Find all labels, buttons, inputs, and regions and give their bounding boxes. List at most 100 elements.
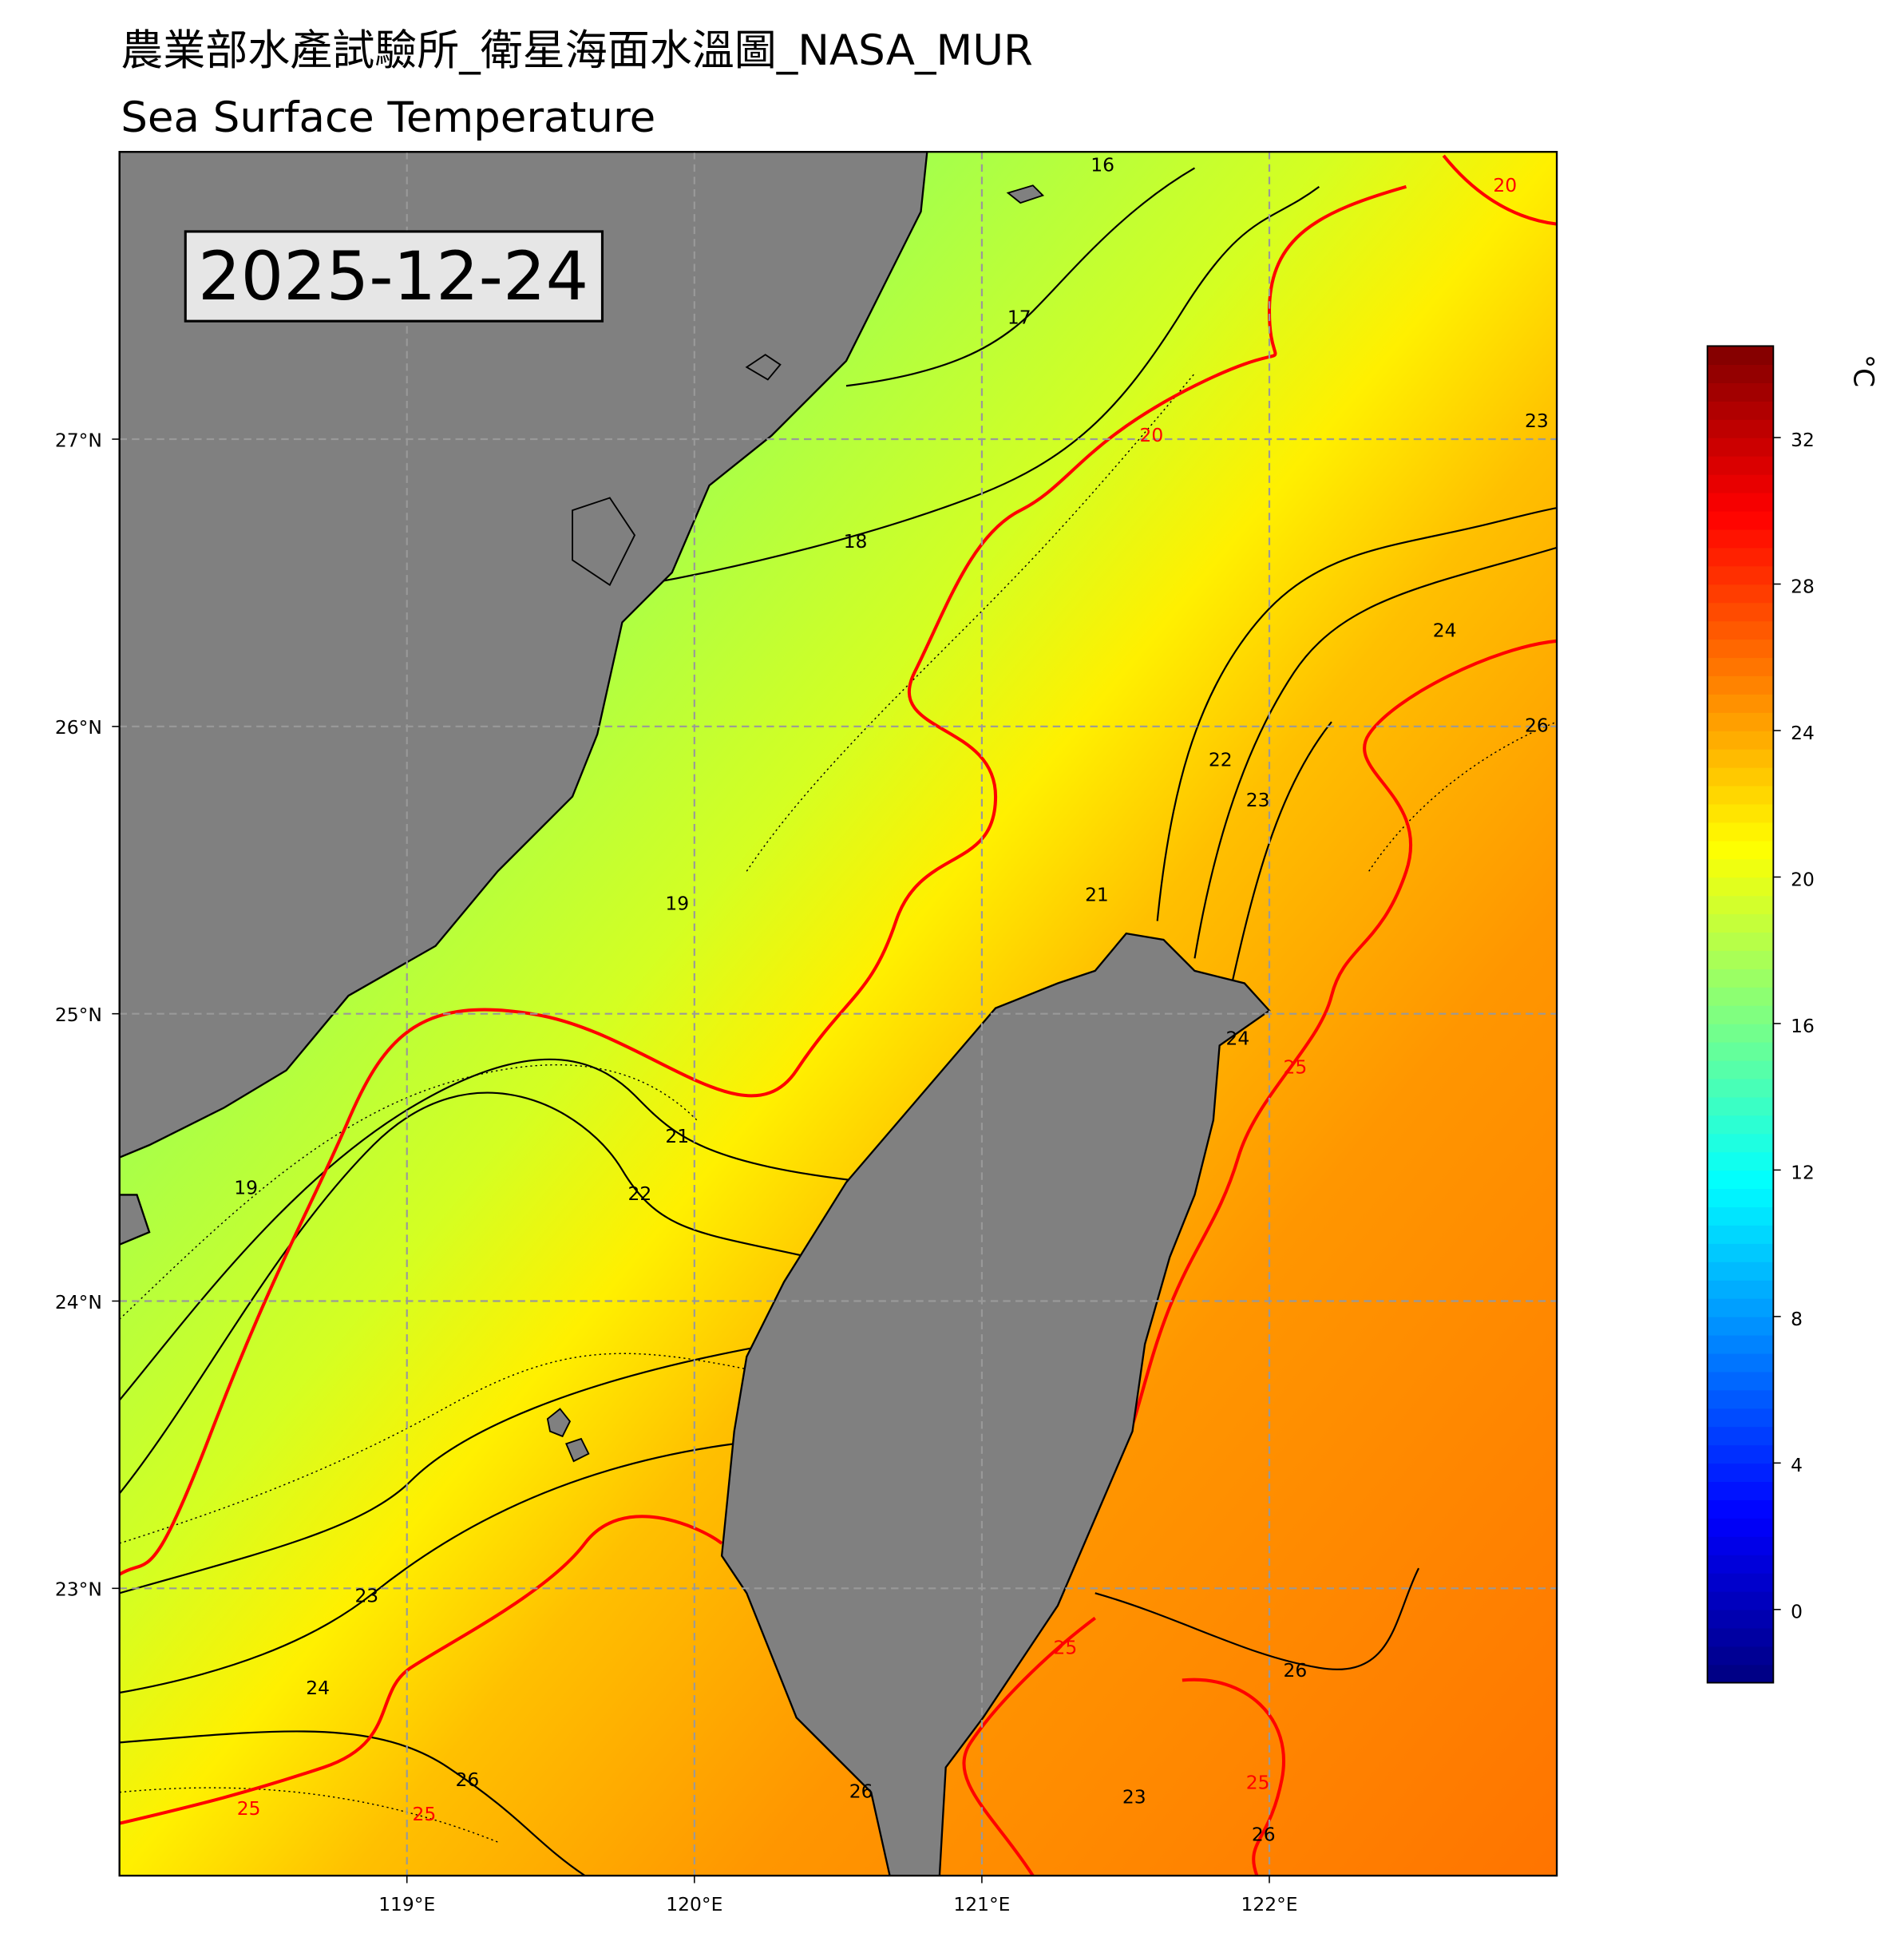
colorbar-step <box>1707 712 1774 731</box>
contour-label: 25 <box>1284 1056 1308 1079</box>
contour-label: 26 <box>849 1780 873 1802</box>
colorbar-step <box>1707 803 1774 823</box>
y-tick-label: 27°N <box>55 429 102 451</box>
subtitle: Sea Surface Temperature <box>121 93 655 142</box>
contour-label: 25 <box>237 1797 261 1820</box>
colorbar-step <box>1707 1151 1774 1171</box>
colorbar-step <box>1707 1060 1774 1079</box>
contour-label: 26 <box>1525 714 1549 736</box>
colorbar-step <box>1707 1170 1774 1190</box>
colorbar-step <box>1707 766 1774 786</box>
colorbar-step <box>1707 1004 1774 1024</box>
contour-label: 23 <box>1122 1786 1146 1808</box>
colorbar-step <box>1707 1297 1774 1317</box>
colorbar-step <box>1707 547 1774 567</box>
colorbar-step <box>1707 694 1774 713</box>
colorbar-step <box>1707 438 1774 457</box>
colorbar-step <box>1707 473 1774 493</box>
y-tick-label: 23°N <box>55 1579 102 1601</box>
contour-label: 26 <box>455 1769 479 1791</box>
colorbar-tick-label: 12 <box>1791 1161 1815 1183</box>
contour-lines <box>119 167 1558 1876</box>
colorbar-step <box>1707 1481 1774 1500</box>
contour-label: 23 <box>1525 410 1549 432</box>
contour-label: 24 <box>1226 1028 1250 1050</box>
colorbar-step <box>1707 895 1774 915</box>
date-label: 2025-12-24 <box>198 237 588 315</box>
colorbar-tick-label: 20 <box>1791 868 1815 890</box>
colorbar-step <box>1707 1041 1774 1061</box>
colorbar-step <box>1707 1609 1774 1629</box>
colorbar-step <box>1707 1389 1774 1409</box>
minor-contours <box>119 373 1558 1843</box>
colorbar-tick-label: 0 <box>1791 1601 1803 1623</box>
contour-label: 17 <box>1007 306 1031 328</box>
contour-label: 25 <box>1053 1636 1077 1658</box>
colorbar-step <box>1707 840 1774 860</box>
grid <box>112 152 1558 1884</box>
x-tick-label: 119°E <box>378 1893 435 1915</box>
major-contours <box>119 154 1558 1876</box>
y-tick-label: 25°N <box>55 1004 102 1026</box>
contour-label: 19 <box>234 1177 258 1199</box>
colorbar-step <box>1707 950 1774 969</box>
contour-label: 21 <box>1085 884 1109 906</box>
colorbar-step <box>1707 1646 1774 1666</box>
colorbar-step <box>1707 1518 1774 1537</box>
colorbar-step <box>1707 858 1774 878</box>
colorbar-step <box>1707 1078 1774 1098</box>
colorbar-step <box>1707 529 1774 549</box>
title: 農業部水產試驗所_衛星海面水溫圖_NASA_MUR <box>121 26 1033 75</box>
date-box <box>184 230 604 323</box>
colorbar-step <box>1707 1444 1774 1464</box>
colorbar-step <box>1707 822 1774 842</box>
colorbar <box>1707 346 1781 1684</box>
colorbar-step <box>1707 1096 1774 1116</box>
colorbar-step <box>1707 1371 1774 1391</box>
y-tick-label: 24°N <box>55 1291 102 1313</box>
colorbar-step <box>1707 1353 1774 1373</box>
contour-label: 19 <box>665 892 689 914</box>
contour-label: 18 <box>844 530 868 553</box>
colorbar-step <box>1707 1133 1774 1153</box>
colorbar-step <box>1707 657 1774 676</box>
colorbar-tick-label: 8 <box>1791 1308 1803 1330</box>
colorbar-step <box>1707 346 1774 366</box>
colorbar-step <box>1707 1499 1774 1519</box>
colorbar-step <box>1707 1536 1774 1555</box>
colorbar-step <box>1707 419 1774 438</box>
colorbar-step <box>1707 602 1774 622</box>
contour-label: 26 <box>1284 1659 1308 1682</box>
colorbar-step <box>1707 1572 1774 1592</box>
colorbar-step <box>1707 1316 1774 1336</box>
colorbar-step <box>1707 382 1774 402</box>
colorbar-step <box>1707 748 1774 768</box>
colorbar-step <box>1707 785 1774 805</box>
contour-label: 22 <box>628 1182 652 1205</box>
colorbar-step <box>1707 639 1774 659</box>
colorbar-tick-label: 4 <box>1791 1454 1803 1476</box>
taiwan <box>720 932 1271 1876</box>
colorbar-step <box>1707 1225 1774 1244</box>
contour-label: 25 <box>412 1803 436 1825</box>
colorbar-step <box>1707 877 1774 897</box>
colorbar-step <box>1707 1279 1774 1299</box>
colorbar-step <box>1707 364 1774 384</box>
colorbar-step <box>1707 510 1774 530</box>
colorbar-tick-label: 32 <box>1791 429 1815 451</box>
colorbar-step <box>1707 1463 1774 1483</box>
colorbar-tick-label: 24 <box>1791 722 1815 744</box>
colorbar-step <box>1707 1590 1774 1610</box>
colorbar-step <box>1707 455 1774 475</box>
colorbar-step <box>1707 1426 1774 1446</box>
x-tick-label: 121°E <box>953 1893 1010 1915</box>
mainland-china <box>119 152 928 1246</box>
contour-label: 23 <box>354 1585 378 1607</box>
colorbar-step <box>1707 1206 1774 1226</box>
contour-label: 16 <box>1091 154 1114 176</box>
contour-label: 26 <box>1252 1823 1276 1845</box>
colorbar-step <box>1707 969 1774 988</box>
y-tick-label: 26°N <box>55 716 102 739</box>
colorbar-step <box>1707 1262 1774 1281</box>
colorbar-step <box>1707 1627 1774 1647</box>
